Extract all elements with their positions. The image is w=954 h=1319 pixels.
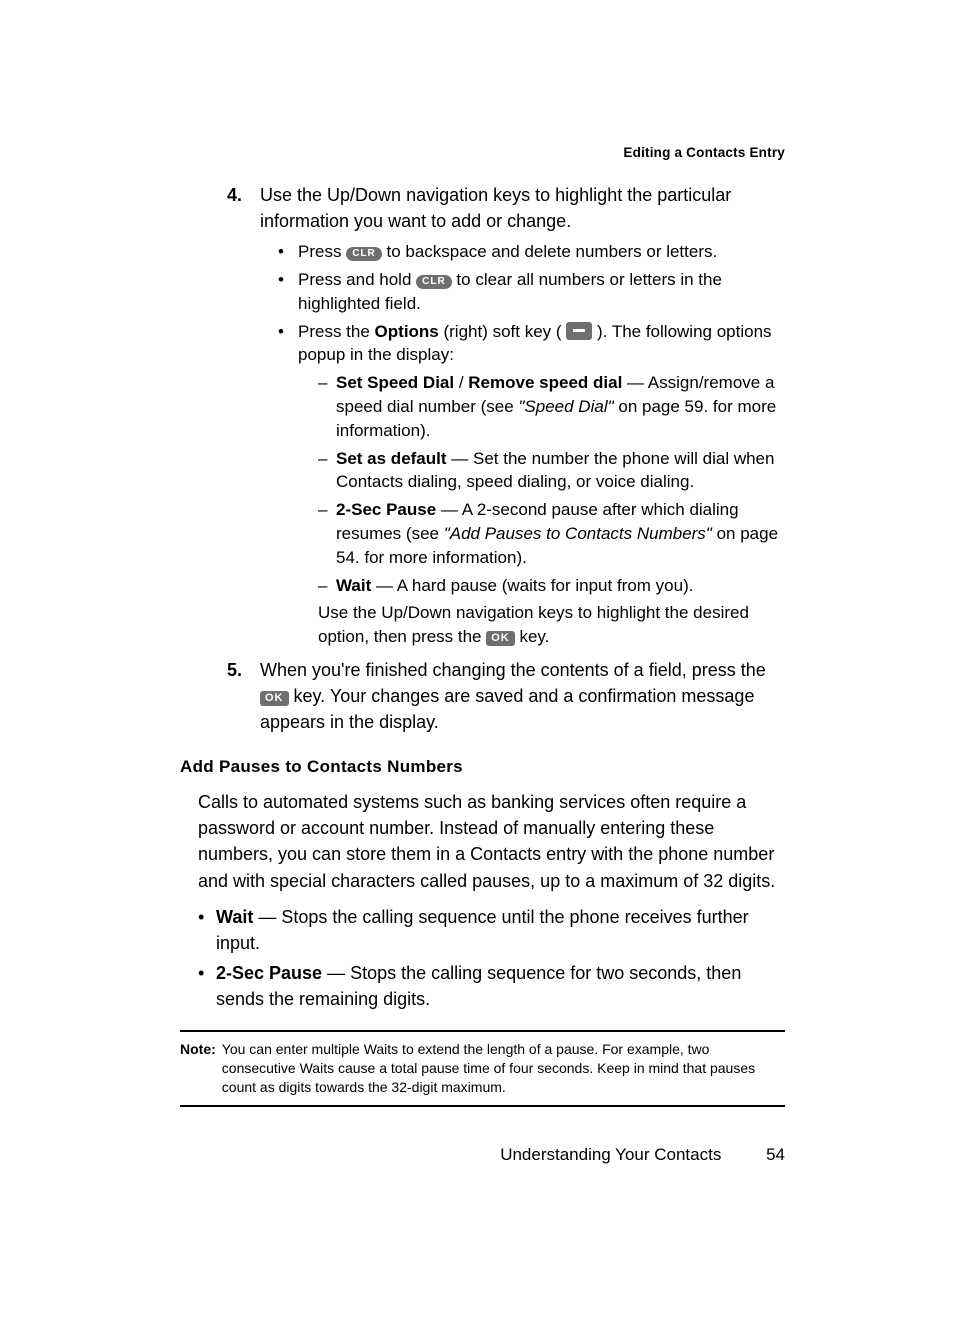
divider: [180, 1030, 785, 1032]
list-item-text: Wait — Stops the calling sequence until …: [216, 904, 785, 956]
ok-key-icon: OK: [260, 691, 289, 706]
dash-icon: –: [318, 447, 336, 495]
list-item: • Press CLR to backspace and delete numb…: [278, 240, 785, 264]
divider: [180, 1105, 785, 1107]
list-item-text: Press and hold CLR to clear all numbers …: [298, 268, 785, 316]
step-4: 4. Use the Up/Down navigation keys to hi…: [180, 182, 785, 234]
step-text: When you're finished changing the conten…: [260, 657, 785, 735]
list-item-text: 2-Sec Pause — Stops the calling sequence…: [216, 960, 785, 1012]
step-number: 5.: [180, 657, 260, 735]
list-item-text: Wait — A hard pause (waits for input fro…: [336, 574, 785, 598]
bullet-icon: •: [278, 240, 298, 264]
page-number: 54: [766, 1145, 785, 1165]
bullet-icon: •: [198, 904, 216, 956]
clr-key-icon: CLR: [346, 247, 382, 261]
bullet-list-level2: – Set Speed Dial / Remove speed dial — A…: [318, 371, 785, 597]
bullet-icon: •: [278, 268, 298, 316]
list-item: • Press the Options (right) soft key ( )…: [278, 320, 785, 649]
list-item: – Set Speed Dial / Remove speed dial — A…: [318, 371, 785, 442]
page-content: Editing a Contacts Entry 4. Use the Up/D…: [180, 145, 785, 1107]
note-block: Note: You can enter multiple Waits to ex…: [180, 1040, 785, 1097]
note-label: Note:: [180, 1040, 222, 1097]
list-item-text: Set Speed Dial / Remove speed dial — Ass…: [336, 371, 785, 442]
bullet-icon: •: [198, 960, 216, 1012]
bullet-icon: •: [278, 320, 298, 649]
step-number: 4.: [180, 182, 260, 234]
list-item: – Set as default — Set the number the ph…: [318, 447, 785, 495]
section-paragraph: Calls to automated systems such as banki…: [198, 789, 785, 893]
list-item: • Wait — Stops the calling sequence unti…: [198, 904, 785, 956]
page-header: Editing a Contacts Entry: [180, 145, 785, 160]
list-item-text: Press the Options (right) soft key ( ). …: [298, 320, 785, 649]
list-item-text: 2-Sec Pause — A 2-second pause after whi…: [336, 498, 785, 569]
list-item: – 2-Sec Pause — A 2-second pause after w…: [318, 498, 785, 569]
page-footer: Understanding Your Contacts 54: [180, 1145, 785, 1165]
step-5: 5. When you're finished changing the con…: [180, 657, 785, 735]
list-item-text: Set as default — Set the number the phon…: [336, 447, 785, 495]
clr-key-icon: CLR: [416, 275, 452, 289]
dash-icon: –: [318, 371, 336, 442]
definition-list: • Wait — Stops the calling sequence unti…: [198, 904, 785, 1012]
note-text: You can enter multiple Waits to extend t…: [222, 1040, 785, 1097]
ok-key-icon: OK: [486, 631, 515, 646]
footer-section: Understanding Your Contacts: [500, 1145, 721, 1164]
list-item: – Wait — A hard pause (waits for input f…: [318, 574, 785, 598]
bullet-list-level1: • Press CLR to backspace and delete numb…: [278, 240, 785, 649]
section-heading: Add Pauses to Contacts Numbers: [180, 757, 785, 777]
softkey-icon: [566, 322, 592, 340]
after-options-text: Use the Up/Down navigation keys to highl…: [318, 601, 785, 649]
dash-icon: –: [318, 498, 336, 569]
step-text: Use the Up/Down navigation keys to highl…: [260, 182, 785, 234]
list-item-text: Press CLR to backspace and delete number…: [298, 240, 785, 264]
list-item: • 2-Sec Pause — Stops the calling sequen…: [198, 960, 785, 1012]
dash-icon: –: [318, 574, 336, 598]
list-item: • Press and hold CLR to clear all number…: [278, 268, 785, 316]
